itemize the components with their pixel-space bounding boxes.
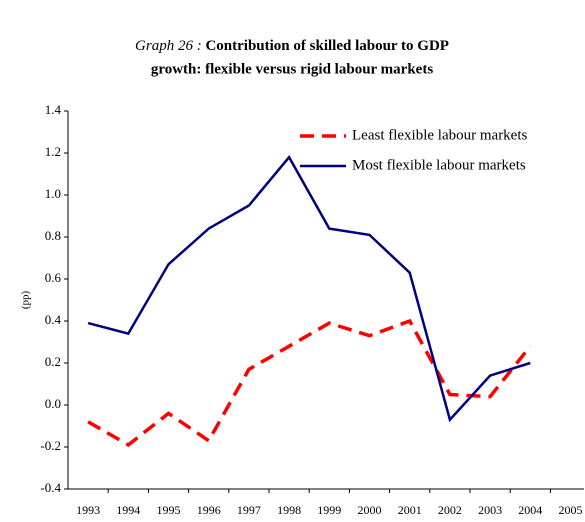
legend-label: Most flexible labour markets [352,157,526,173]
y-tick-label: 0.6 [45,270,62,285]
y-tick-label: 1.2 [45,144,61,159]
y-tick-label: 1.0 [45,186,61,201]
legend-label: Least flexible labour markets [352,127,528,143]
y-axis-label: (pp) [20,291,32,310]
x-tick-label: 1997 [237,503,261,517]
x-tick-label: 1994 [116,503,140,517]
graph-label: Graph 26 : [135,38,202,54]
x-tick-label: 1995 [157,503,181,517]
chart-title: Graph 26 : Contribution of skilled labou… [135,38,449,54]
y-tick-label: 0.8 [45,228,61,243]
x-tick-label: 2004 [518,503,542,517]
y-tick-label: 1.4 [45,102,62,117]
x-tick-label: 2003 [478,503,502,517]
y-tick-label: 0.2 [45,354,61,369]
x-tick-label: 1998 [277,503,301,517]
y-tick-label: 0.0 [45,396,61,411]
y-tick-label: -0.2 [40,438,61,453]
title-line: growth: flexible versus rigid labour mar… [151,61,434,77]
y-tick-label: 0.4 [45,312,62,327]
x-tick-label: 1996 [197,503,221,517]
x-tick-label: 2000 [358,503,382,517]
x-tick-label: 2002 [438,503,462,517]
x-tick-label: 1993 [76,503,100,517]
title-line: Contribution of skilled labour to GDP [205,38,449,54]
x-tick-label: 1999 [317,503,341,517]
y-tick-label: -0.4 [40,480,61,495]
x-tick-label: 2005 [559,503,583,517]
series-line [87,155,531,423]
x-tick-label: 2001 [398,503,422,517]
series-line [87,318,532,448]
